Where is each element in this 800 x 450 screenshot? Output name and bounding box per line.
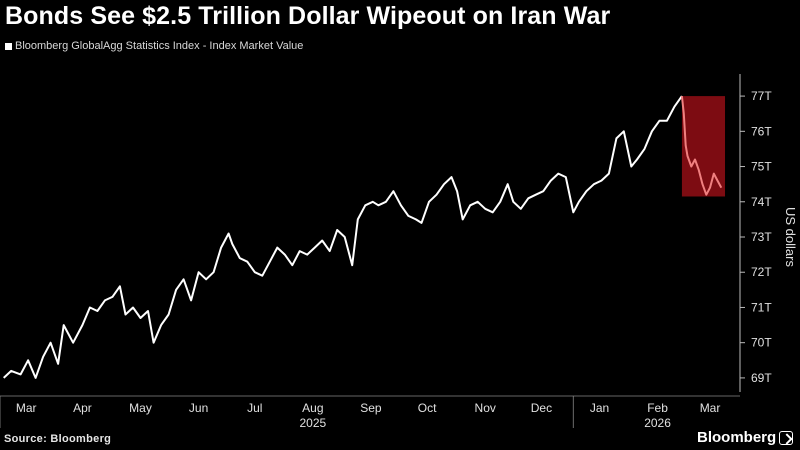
year-label: 2026 (644, 416, 671, 430)
x-tick-label: Nov (475, 401, 496, 415)
year-label: 2025 (300, 416, 327, 430)
y-tick-label: 74T (751, 195, 772, 209)
line-layer (3, 95, 723, 379)
label-layer: 69T 70T 71T 72T 73T 74T 75T 76T 77T US dollars Mar… (16, 89, 798, 430)
x-tick-label: Mar (700, 401, 721, 415)
y-tick-label: 70T (751, 336, 772, 350)
x-tick-label: Mar (16, 401, 37, 415)
x-tick-label: Oct (418, 401, 437, 415)
axis-layer (0, 74, 745, 428)
x-tick-label: Apr (73, 401, 92, 415)
brand-badge-icon (779, 431, 793, 445)
x-tick-label: Jan (590, 401, 609, 415)
x-tick-label: Aug (302, 401, 323, 415)
y-axis-title: US dollars (783, 207, 798, 267)
y-tick-label: 69T (751, 371, 772, 385)
legend: Bloomberg GlobalAgg Statistics Index - I… (5, 40, 303, 52)
y-tick-label: 76T (751, 124, 772, 138)
y-tick-label: 72T (751, 265, 772, 279)
x-tick-label: Sep (360, 401, 382, 415)
brand-wordmark: Bloomberg (697, 429, 777, 446)
legend-swatch (5, 42, 12, 50)
series-line-highlight (680, 95, 723, 196)
x-tick-label: Dec (531, 401, 552, 415)
x-tick-label: Jun (189, 401, 208, 415)
x-tick-label: May (129, 401, 152, 415)
x-tick-label: Jul (247, 401, 262, 415)
x-tick-label: Feb (647, 401, 668, 415)
legend-label: Bloomberg GlobalAgg Statistics Index - I… (15, 40, 304, 52)
y-tick-label: 77T (751, 89, 772, 103)
y-tick-label: 75T (751, 160, 772, 174)
y-tick-label: 71T (751, 300, 772, 314)
chart-title: Bonds See $2.5 Trillion Dollar Wipeout o… (5, 2, 611, 30)
series-line (3, 95, 683, 379)
y-tick-label: 73T (751, 230, 772, 244)
source-note: Source: Bloomberg (4, 433, 112, 445)
